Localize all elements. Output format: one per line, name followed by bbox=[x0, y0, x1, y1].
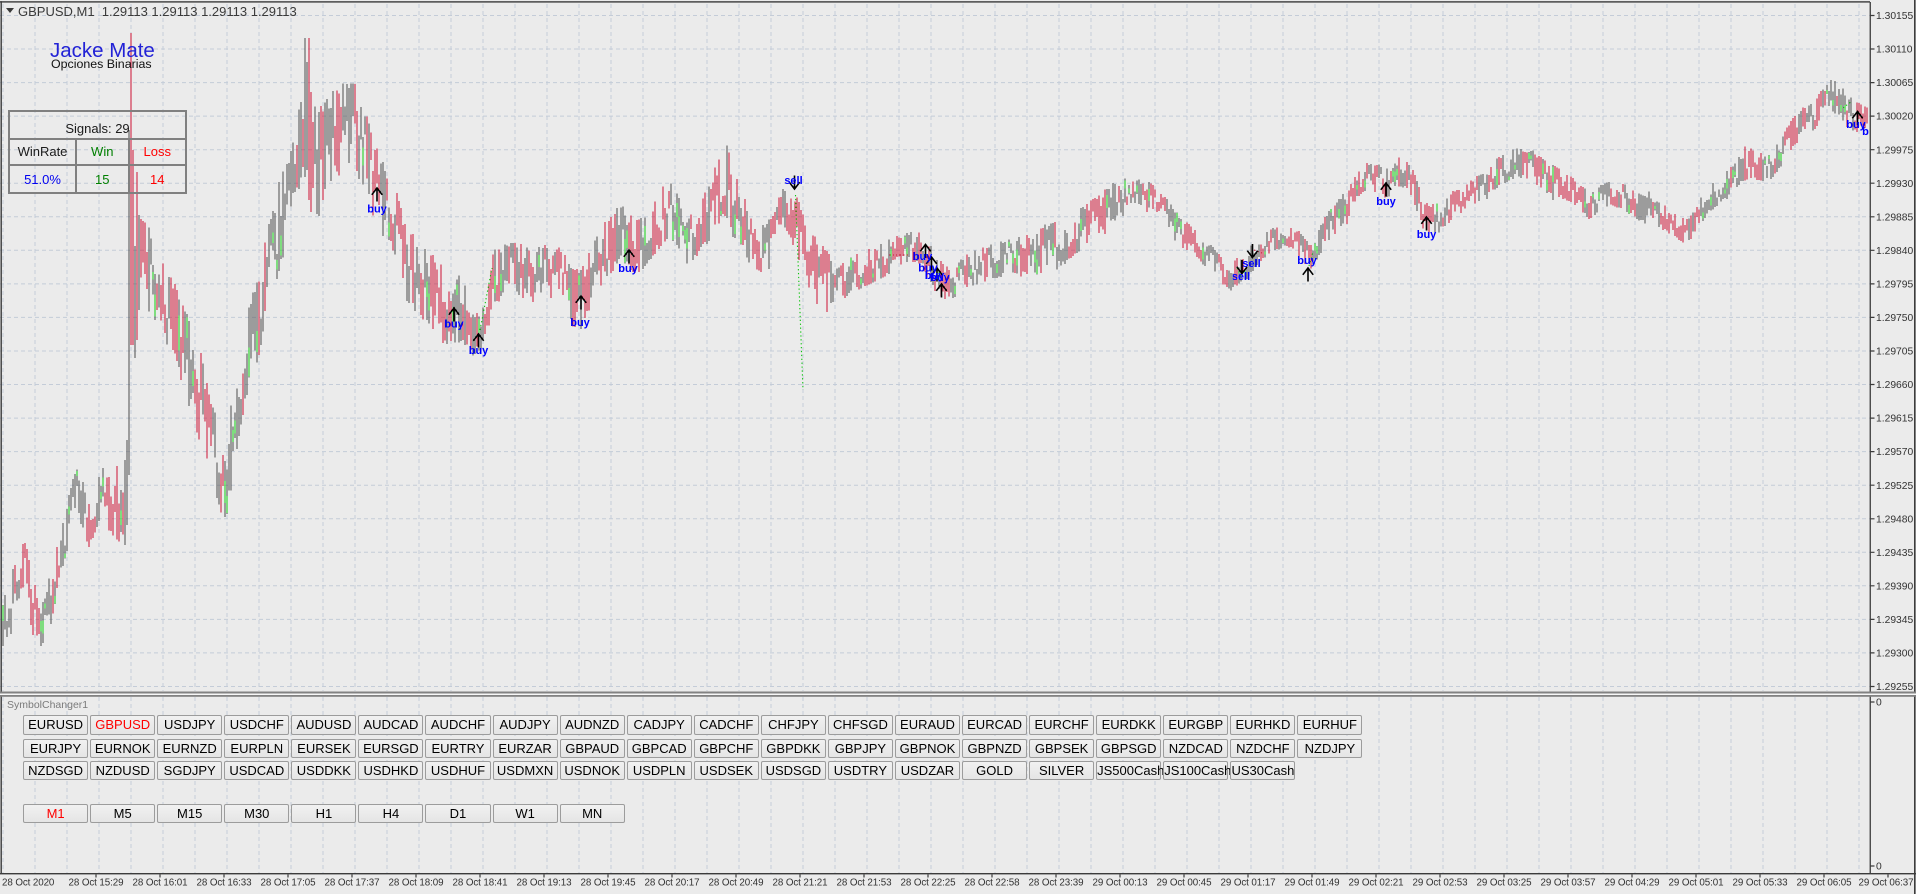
svg-text:sell: sell bbox=[784, 175, 802, 187]
svg-text:28 Oct 20:17: 28 Oct 20:17 bbox=[645, 878, 700, 889]
svg-text:1.30110: 1.30110 bbox=[1876, 45, 1913, 56]
svg-text:buy: buy bbox=[918, 263, 938, 275]
svg-text:29 Oct 01:17: 29 Oct 01:17 bbox=[1221, 878, 1276, 889]
svg-text:28 Oct 22:58: 28 Oct 22:58 bbox=[965, 878, 1021, 889]
svg-text:b: b bbox=[1862, 126, 1869, 138]
svg-text:1.29930: 1.29930 bbox=[1876, 179, 1913, 190]
svg-text:28 Oct 19:13: 28 Oct 19:13 bbox=[517, 878, 573, 889]
svg-text:28 Oct 16:33: 28 Oct 16:33 bbox=[197, 878, 253, 889]
svg-text:28 Oct 23:39: 28 Oct 23:39 bbox=[1029, 878, 1084, 889]
svg-text:0: 0 bbox=[1876, 698, 1882, 709]
svg-text:28 Oct 22:25: 28 Oct 22:25 bbox=[901, 878, 957, 889]
svg-text:29 Oct 05:01: 29 Oct 05:01 bbox=[1669, 878, 1724, 889]
svg-text:sell: sell bbox=[1242, 258, 1260, 270]
svg-text:29 Oct 00:13: 29 Oct 00:13 bbox=[1093, 878, 1149, 889]
svg-text:1.29750: 1.29750 bbox=[1876, 313, 1913, 324]
svg-text:buy: buy bbox=[570, 317, 590, 329]
svg-text:sell: sell bbox=[1232, 271, 1250, 283]
svg-text:1.30020: 1.30020 bbox=[1876, 112, 1913, 123]
svg-text:29 Oct 06:37: 29 Oct 06:37 bbox=[1859, 878, 1914, 889]
svg-text:1.29390: 1.29390 bbox=[1876, 581, 1913, 592]
svg-text:28 Oct 16:01: 28 Oct 16:01 bbox=[133, 878, 188, 889]
svg-text:1.29300: 1.29300 bbox=[1876, 649, 1913, 660]
svg-text:28 Oct 19:45: 28 Oct 19:45 bbox=[581, 878, 637, 889]
svg-text:buy: buy bbox=[367, 204, 387, 216]
svg-text:29 Oct 03:25: 29 Oct 03:25 bbox=[1477, 878, 1533, 889]
svg-text:1.29885: 1.29885 bbox=[1876, 212, 1913, 223]
svg-text:29 Oct 03:57: 29 Oct 03:57 bbox=[1541, 878, 1596, 889]
svg-text:29 Oct 00:45: 29 Oct 00:45 bbox=[1157, 878, 1213, 889]
svg-text:buy: buy bbox=[925, 270, 945, 282]
svg-text:buy: buy bbox=[444, 319, 464, 331]
svg-text:1.29435: 1.29435 bbox=[1876, 548, 1913, 559]
svg-text:buy: buy bbox=[1417, 229, 1437, 241]
svg-text:1.29795: 1.29795 bbox=[1876, 280, 1913, 291]
svg-text:28 Oct 17:05: 28 Oct 17:05 bbox=[261, 878, 317, 889]
svg-text:1.29660: 1.29660 bbox=[1876, 380, 1913, 391]
svg-text:1.29570: 1.29570 bbox=[1876, 447, 1913, 458]
svg-text:28 Oct 21:53: 28 Oct 21:53 bbox=[837, 878, 893, 889]
svg-text:1.29840: 1.29840 bbox=[1876, 246, 1913, 257]
svg-text:1.29345: 1.29345 bbox=[1876, 615, 1913, 626]
svg-text:29 Oct 01:49: 29 Oct 01:49 bbox=[1285, 878, 1340, 889]
svg-text:28 Oct 21:21: 28 Oct 21:21 bbox=[773, 878, 828, 889]
svg-text:1.29480: 1.29480 bbox=[1876, 514, 1913, 525]
svg-text:buy: buy bbox=[1846, 119, 1866, 131]
svg-text:28 Oct 17:37: 28 Oct 17:37 bbox=[325, 878, 380, 889]
svg-text:1.29255: 1.29255 bbox=[1876, 682, 1913, 693]
svg-text:1.29975: 1.29975 bbox=[1876, 145, 1913, 156]
svg-text:buy: buy bbox=[930, 272, 950, 284]
svg-text:1.29525: 1.29525 bbox=[1876, 481, 1913, 492]
svg-text:29 Oct 06:05: 29 Oct 06:05 bbox=[1797, 878, 1853, 889]
svg-text:28 Oct 20:49: 28 Oct 20:49 bbox=[709, 878, 764, 889]
svg-text:28 Oct 2020: 28 Oct 2020 bbox=[2, 878, 55, 889]
svg-text:buy: buy bbox=[618, 263, 638, 275]
svg-text:buy: buy bbox=[913, 251, 933, 263]
svg-text:28 Oct 18:09: 28 Oct 18:09 bbox=[389, 878, 444, 889]
svg-text:29 Oct 04:29: 29 Oct 04:29 bbox=[1605, 878, 1660, 889]
svg-text:29 Oct 02:53: 29 Oct 02:53 bbox=[1413, 878, 1469, 889]
svg-text:1.29705: 1.29705 bbox=[1876, 347, 1913, 358]
svg-text:buy: buy bbox=[1376, 196, 1396, 208]
svg-text:1.29615: 1.29615 bbox=[1876, 414, 1913, 425]
svg-text:29 Oct 05:33: 29 Oct 05:33 bbox=[1733, 878, 1789, 889]
svg-text:buy: buy bbox=[1297, 255, 1317, 267]
svg-text:1.30155: 1.30155 bbox=[1876, 11, 1913, 22]
svg-text:buy: buy bbox=[469, 345, 489, 357]
svg-text:28 Oct 18:41: 28 Oct 18:41 bbox=[453, 878, 508, 889]
svg-text:0: 0 bbox=[1876, 862, 1882, 873]
svg-text:29 Oct 02:21: 29 Oct 02:21 bbox=[1349, 878, 1404, 889]
svg-text:28 Oct 15:29: 28 Oct 15:29 bbox=[69, 878, 124, 889]
svg-text:1.30065: 1.30065 bbox=[1876, 78, 1913, 89]
